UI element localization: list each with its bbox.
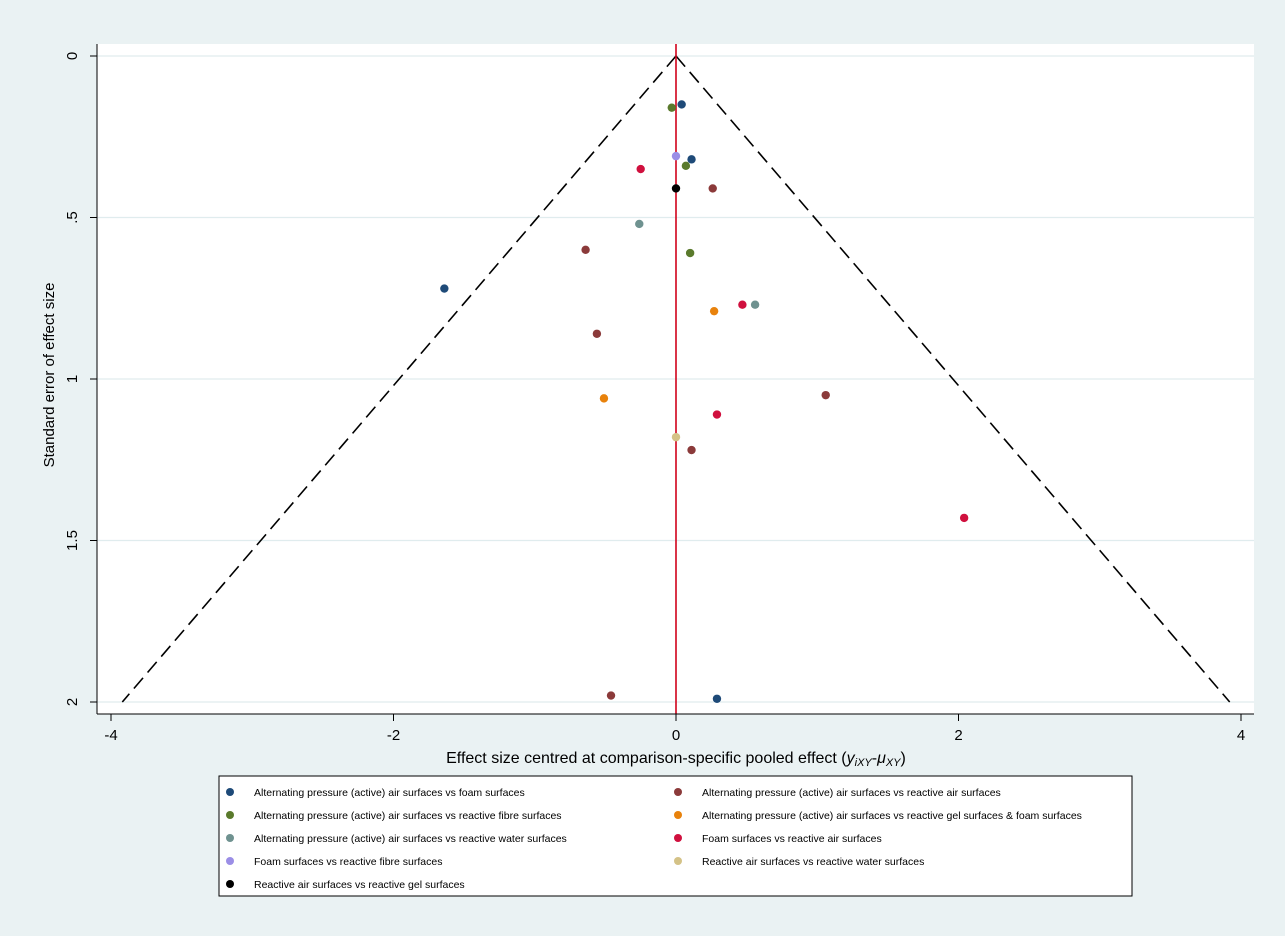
legend-label: Alternating pressure (active) air surfac… xyxy=(254,810,562,822)
x-axis-title-y-sub: iXY xyxy=(855,757,873,769)
legend: Alternating pressure (active) air surfac… xyxy=(226,787,1082,891)
data-point xyxy=(750,300,760,309)
data-point xyxy=(599,394,609,403)
data-point xyxy=(708,184,717,193)
legend-marker xyxy=(674,788,682,796)
axes: 0 .5 1 1.5 2 -4 -2 0 2 4 xyxy=(64,44,1254,744)
y-tick-label: 1.5 xyxy=(64,530,81,551)
legend-label: Alternating pressure (active) air surfac… xyxy=(702,787,1001,799)
legend-label: Alternating pressure (active) air surfac… xyxy=(702,810,1082,822)
x-axis-title: Effect size centred at comparison-specif… xyxy=(446,750,906,769)
data-point xyxy=(671,432,681,442)
x-tick-label: 4 xyxy=(1237,727,1245,744)
legend-label: Alternating pressure (active) air surfac… xyxy=(254,833,567,845)
legend-marker xyxy=(226,834,234,842)
data-point xyxy=(712,694,722,703)
funnel-limits xyxy=(121,55,1231,703)
legend-marker xyxy=(674,811,682,819)
x-axis-title-mu: μ xyxy=(876,750,886,767)
legend-marker xyxy=(226,811,234,819)
data-point xyxy=(636,164,645,174)
legend-label: Reactive air surfaces vs reactive gel su… xyxy=(254,879,465,891)
data-point xyxy=(685,248,695,258)
data-point xyxy=(687,445,696,455)
data-points xyxy=(440,100,969,703)
x-axis-title-sep: - xyxy=(872,750,877,767)
y-tick-label: .5 xyxy=(64,211,81,224)
data-point xyxy=(606,691,616,700)
funnel-right-line xyxy=(675,55,1231,703)
data-point xyxy=(687,155,696,164)
data-point xyxy=(671,151,681,161)
data-point xyxy=(709,306,719,316)
data-point xyxy=(959,513,969,523)
data-point xyxy=(712,410,722,419)
x-tick-label: -4 xyxy=(104,727,117,744)
legend-marker xyxy=(226,857,234,865)
x-tick-label: 0 xyxy=(672,727,680,744)
legend-label: Foam surfaces vs reactive air surfaces xyxy=(702,833,882,845)
data-point xyxy=(440,284,449,293)
x-axis-title-y: y xyxy=(846,750,856,767)
data-point xyxy=(592,329,602,338)
x-axis-title-close: ) xyxy=(901,750,906,767)
legend-label: Alternating pressure (active) air surfac… xyxy=(254,787,525,799)
legend-label: Reactive air surfaces vs reactive water … xyxy=(702,856,924,868)
data-point xyxy=(671,184,681,193)
x-axis-title-mu-sub: XY xyxy=(885,757,901,769)
legend-marker xyxy=(226,788,234,796)
legend-marker xyxy=(226,880,234,888)
y-tick-label: 1 xyxy=(64,375,81,383)
y-tick-label: 2 xyxy=(64,698,81,706)
data-point xyxy=(738,300,747,309)
x-axis-title-main: Effect size centred at comparison-specif… xyxy=(446,750,847,767)
data-point xyxy=(635,219,644,229)
x-tick-label: 2 xyxy=(954,727,962,744)
x-tick-label: -2 xyxy=(387,727,400,744)
legend-label: Foam surfaces vs reactive fibre surfaces xyxy=(254,856,442,868)
legend-marker xyxy=(674,857,682,865)
y-axis-title: Standard error of effect size xyxy=(41,283,58,468)
legend-marker xyxy=(674,834,682,842)
data-point xyxy=(681,161,691,171)
data-point xyxy=(581,245,590,254)
funnel-left-line xyxy=(121,55,677,703)
data-point xyxy=(667,103,676,112)
data-point xyxy=(677,100,686,109)
data-point xyxy=(821,390,830,400)
y-tick-label: 0 xyxy=(64,52,81,60)
